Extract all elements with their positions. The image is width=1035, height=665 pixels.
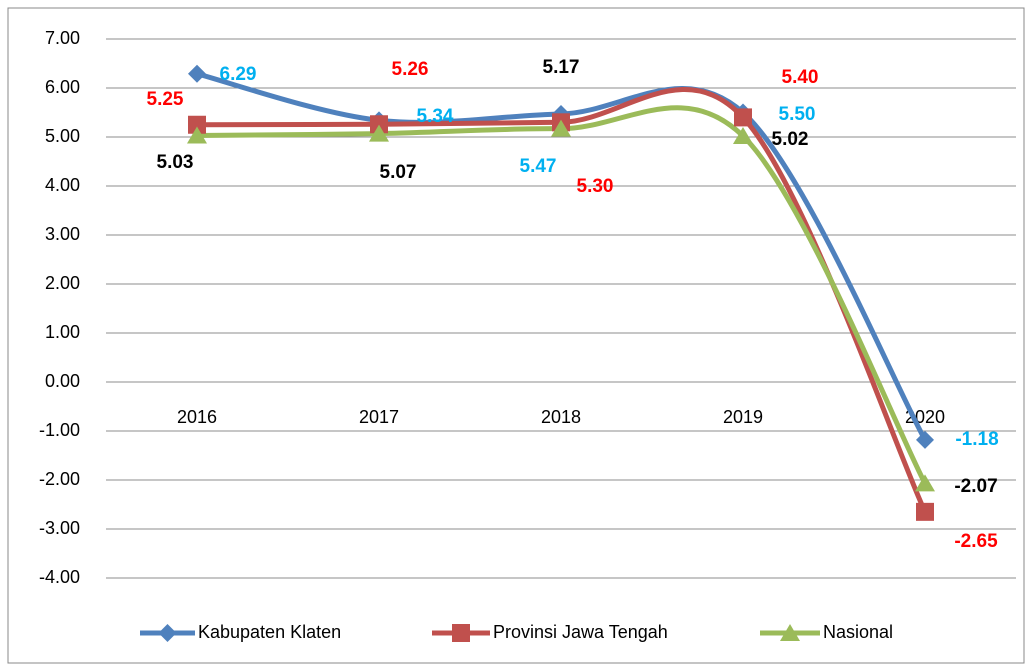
y-tick-label: -4.00 — [39, 567, 80, 587]
data-label: -1.18 — [955, 429, 998, 450]
series-line — [196, 71, 928, 442]
series-line — [196, 105, 928, 485]
data-point — [734, 108, 752, 127]
y-tick-label: 6.00 — [45, 77, 80, 97]
y-tick-label: 2.00 — [45, 273, 80, 293]
data-label: 5.25 — [147, 89, 184, 110]
legend-marker — [158, 624, 177, 642]
data-point — [915, 474, 935, 492]
data-label: 5.02 — [772, 129, 809, 150]
y-tick-label: 5.00 — [45, 126, 80, 146]
data-point — [370, 115, 388, 134]
data-label: 5.34 — [417, 106, 454, 127]
data-label: 5.26 — [392, 59, 429, 80]
data-label: -2.65 — [954, 531, 998, 552]
y-tick-label: -2.00 — [39, 469, 80, 489]
y-tick-label: 0.00 — [45, 371, 80, 391]
legend-label: Kabupaten Klaten — [198, 622, 341, 642]
data-point — [369, 124, 389, 142]
data-label: 5.17 — [543, 57, 580, 78]
series-line — [196, 87, 928, 513]
y-tick-label: -1.00 — [39, 420, 80, 440]
data-label: -2.07 — [954, 476, 997, 497]
x-tick-label: 2016 — [177, 407, 217, 427]
data-label: 5.47 — [520, 156, 557, 177]
chart-frame — [7, 7, 1025, 664]
data-point — [733, 127, 753, 145]
data-point — [188, 115, 206, 134]
y-tick-label: 3.00 — [45, 224, 80, 244]
y-tick-label: 7.00 — [45, 28, 80, 48]
legend-marker — [452, 624, 470, 642]
y-tick-label: 1.00 — [45, 322, 80, 342]
data-label: 6.29 — [220, 64, 257, 85]
legend-label: Provinsi Jawa Tengah — [493, 622, 668, 642]
data-label: 5.03 — [157, 152, 194, 173]
y-tick-label: 4.00 — [45, 175, 80, 195]
data-point — [916, 430, 934, 449]
data-label: 5.40 — [782, 67, 819, 88]
data-label: 5.07 — [380, 162, 417, 183]
data-point — [916, 502, 934, 521]
data-point — [188, 64, 206, 83]
x-tick-label: 2019 — [723, 407, 763, 427]
legend-label: Nasional — [823, 622, 893, 642]
x-tick-label: 2018 — [541, 407, 581, 427]
data-label: 5.50 — [779, 104, 816, 125]
x-tick-label: 2017 — [359, 407, 399, 427]
legend-marker — [780, 624, 800, 641]
data-point — [187, 126, 207, 144]
y-tick-label: -3.00 — [39, 518, 80, 538]
data-point — [551, 119, 571, 137]
data-label: 5.30 — [577, 176, 614, 197]
